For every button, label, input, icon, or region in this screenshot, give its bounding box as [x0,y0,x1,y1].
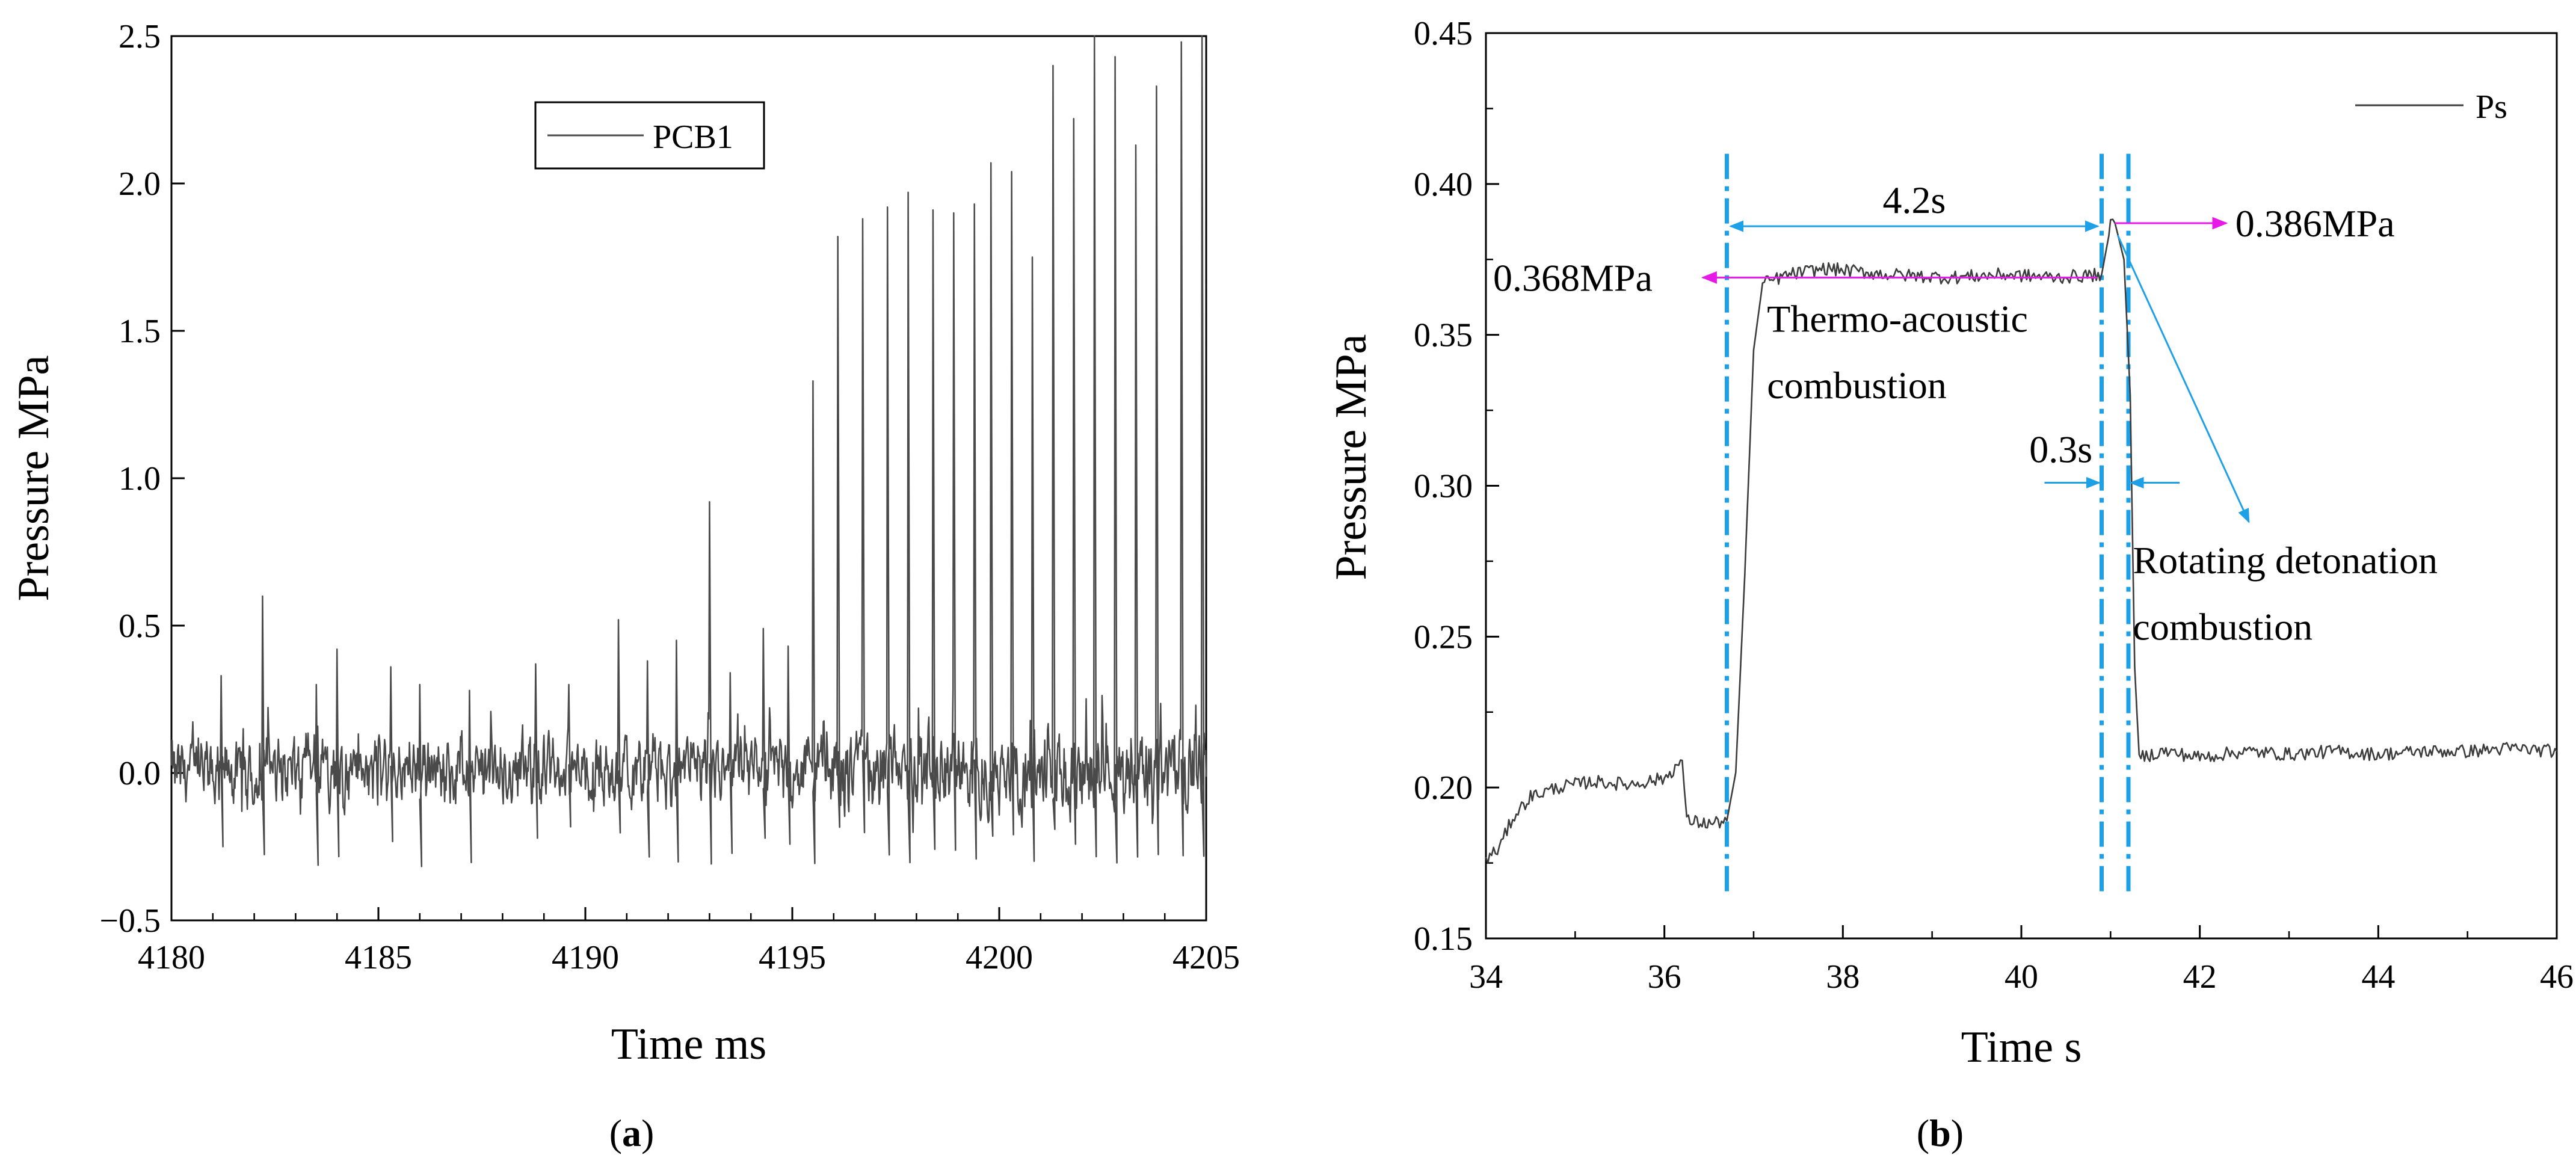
region-thermo-acoustic-line2: combustion [1767,364,1947,407]
plot-area-b [1485,32,2558,940]
y-tick-label-b: 0.35 [1414,317,1473,354]
vertical-guides [1725,153,2131,893]
x-tick-label-a: 4190 [552,939,619,976]
region-thermo-acoustic-line1: Thermo-acoustic [1767,298,2028,340]
pcb1-trace [170,35,1207,867]
legend-b: Ps [2355,88,2507,126]
panel-a: 4180 4185 4190 4195 4200 4205 −0.5 0.0 0.5 1.0 1.5… [9,18,1240,1154]
annotations-b: 4.2s 0.3s 0.368MPa 0.386MPa Thermo-acous… [1493,179,2438,648]
y-tick-label-b: 0.30 [1414,468,1473,505]
legend-label-pcb1: PCB1 [653,119,733,156]
left-value-label: 0.368MPa [1493,256,1653,299]
y-tick-label-a: 2.0 [119,165,161,203]
x-axis-label-b: Time s [1961,1023,2082,1072]
x-tick-label-b: 44 [2361,958,2395,996]
x-tick-label-b: 40 [2004,958,2038,996]
x-tick-label-b: 46 [2540,958,2574,996]
y-tick-label-b: 0.25 [1414,618,1473,656]
y-tick-label-a: 1.0 [119,460,161,497]
y-tick-label-b: 0.15 [1414,920,1473,958]
x-tick-label-b: 36 [1648,958,1681,996]
legend-label-ps: Ps [2476,88,2507,126]
x-tick-label-a: 4195 [759,939,826,976]
axis-ticks-a: 4180 4185 4190 4195 4200 4205 −0.5 0.0 0.5 1.0 1.5… [99,18,1240,976]
gap-label: 0.3s [2029,428,2092,470]
x-tick-label-b: 34 [1469,958,1503,996]
region-detonation-line1: Rotating detonation [2133,539,2438,582]
panel-label-a: (a) [609,1112,655,1154]
y-tick-label-a: 0.0 [119,755,161,792]
x-tick-label-b: 38 [1826,958,1860,996]
y-tick-label-b: 0.20 [1414,769,1473,807]
x-tick-label-b: 42 [2183,958,2217,996]
legend-a: PCB1 [534,101,765,170]
y-tick-label-a: 1.5 [119,313,161,350]
x-axis-label-a: Time ms [611,1020,766,1069]
region-detonation-line2: combustion [2133,605,2313,648]
x-tick-label-a: 4205 [1172,939,1240,976]
y-axis-label-a: Pressure MPa [9,355,58,601]
axis-ticks-b: 34 36 38 40 42 44 46 0.15 0.20 0.25 0.30 0.35 0.40 0.… [1414,15,2574,996]
x-tick-label-a: 4185 [345,939,412,976]
right-value-label: 0.386MPa [2236,202,2395,245]
y-tick-label-b: 0.45 [1414,15,1473,52]
panel-label-b: (b) [1917,1112,1964,1154]
y-tick-label-b: 0.40 [1414,166,1473,203]
y-tick-label-a: 0.5 [119,608,161,645]
y-axis-label-b: Pressure MPa [1327,334,1376,580]
duration-label: 4.2s [1883,179,1946,221]
series-pcb1 [170,35,1207,867]
x-tick-label-a: 4180 [138,939,205,976]
detonation-pointer-arrow [2116,235,2250,523]
x-tick-label-a: 4200 [966,939,1033,976]
panel-b: 34 36 38 40 42 44 46 0.15 0.20 0.25 0.30 0.35 0.40 0.… [1327,15,2574,1154]
y-tick-label-a: 2.5 [119,18,161,55]
y-tick-label-a: −0.5 [99,902,161,940]
